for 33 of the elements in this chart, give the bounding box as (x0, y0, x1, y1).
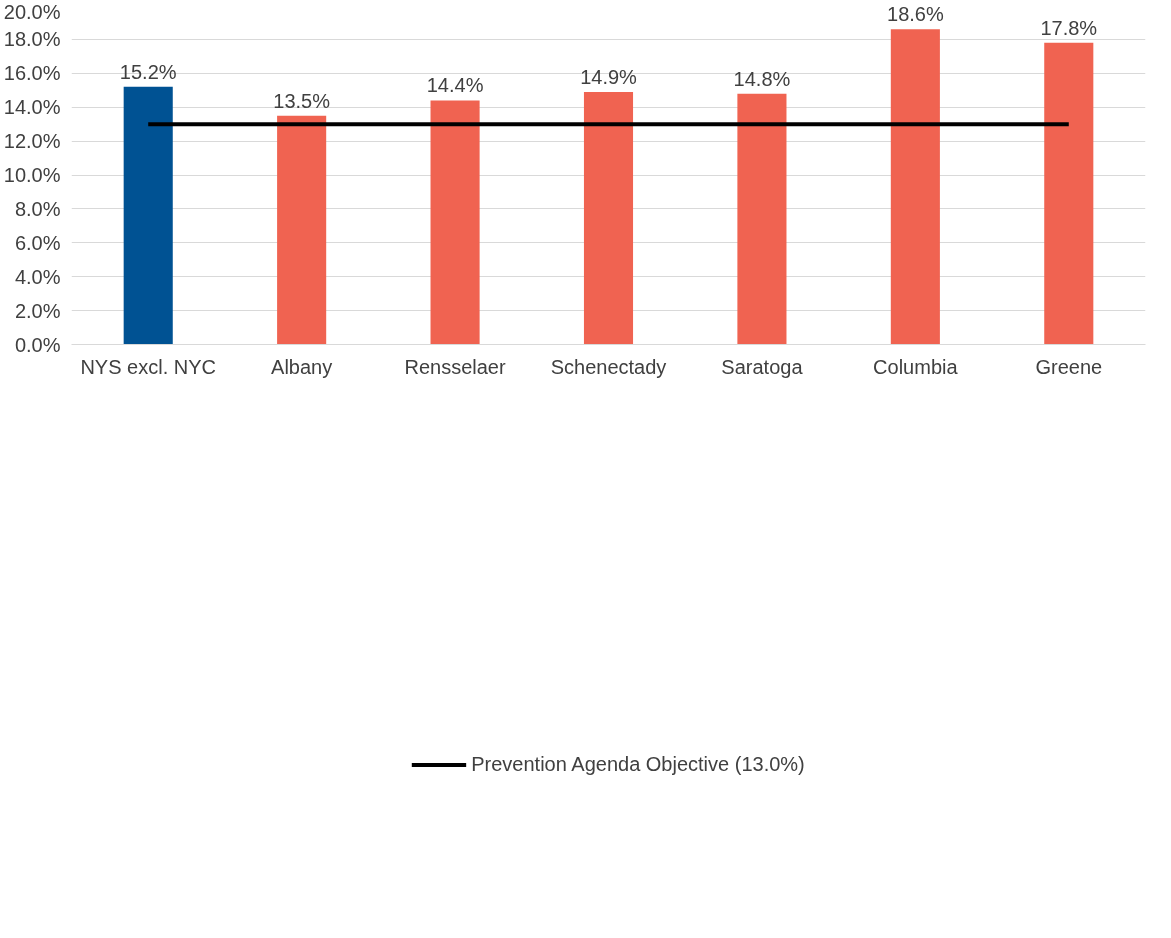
bar (277, 115, 327, 345)
x-tick-label: NYS excl. NYC (80, 355, 217, 378)
y-tick-label: 20.0% (3, 0, 61, 23)
bar (123, 86, 173, 345)
x-tick-label: Albany (271, 355, 333, 378)
y-tick-label: 4.0% (14, 265, 61, 288)
data-label: 14.8% (733, 67, 791, 90)
y-tick-label: 12.0% (3, 130, 61, 153)
y-tick-label: 16.0% (3, 62, 61, 85)
x-tick-label: Greene (1035, 355, 1103, 378)
data-label: 18.6% (887, 3, 944, 26)
y-tick-label: 8.0% (14, 197, 61, 220)
legend-label: Prevention Agenda Objective (13.0%) (471, 752, 805, 776)
y-tick-label: 10.0% (3, 164, 61, 186)
x-tick-label: Columbia (873, 355, 959, 378)
bar (737, 93, 787, 345)
bar (890, 29, 940, 345)
data-label: 17.8% (1040, 16, 1098, 39)
y-tick-label: 14.0% (3, 96, 61, 119)
x-tick-label: Saratoga (721, 355, 804, 378)
x-tick-label: Schenectady (550, 355, 667, 378)
bar (583, 91, 634, 345)
x-tick-label: Rensselaer (404, 355, 506, 378)
bar (1044, 42, 1094, 345)
y-tick-label: 18.0% (3, 28, 61, 51)
data-label: 14.4% (426, 74, 484, 97)
data-label: 14.9% (580, 65, 638, 88)
bar (430, 100, 480, 345)
y-tick-label: 2.0% (14, 299, 61, 322)
data-label: 13.5% (273, 89, 331, 112)
data-label: 15.2% (119, 60, 177, 83)
y-tick-label: 0.0% (14, 333, 61, 356)
y-tick-label: 6.0% (14, 231, 61, 254)
